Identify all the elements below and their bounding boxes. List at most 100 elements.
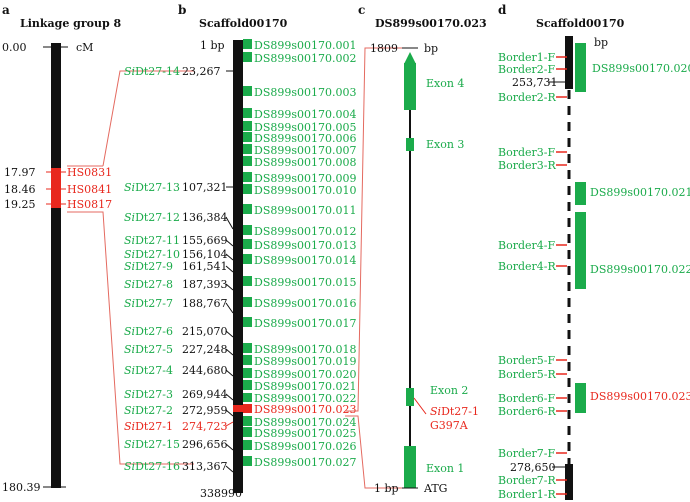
- exon-2-label: Exon 2: [430, 384, 468, 397]
- locus-position-label: 269,944: [182, 388, 228, 401]
- gene-block: [243, 343, 252, 353]
- scaffold-top-segment: [565, 36, 573, 89]
- gene-block: [243, 52, 252, 62]
- panel-c-title: DS899s00170.023: [375, 17, 487, 30]
- locus-position-label: 136,384: [182, 211, 228, 224]
- gene-block: [243, 108, 252, 118]
- mutation-gene-name: Dt27-1: [441, 405, 479, 418]
- border-primer-label: Border3-R: [498, 159, 556, 172]
- top-cm-value: 0.00: [2, 41, 27, 54]
- gene-block: [243, 427, 252, 437]
- bottom-cm-value: 180.39: [2, 481, 41, 494]
- marker-name-3: HS0817: [67, 198, 112, 211]
- exon-1: [404, 446, 416, 488]
- gene-block: [243, 86, 252, 96]
- locus-tick: [225, 265, 234, 273]
- panel-b-letter: b: [178, 3, 186, 17]
- gene-block: [243, 380, 252, 390]
- locus-position-label: 296,656: [182, 438, 228, 451]
- gene-block: [243, 355, 252, 365]
- border-primer-label: Border7-F: [498, 447, 555, 460]
- border-primer-label: Border3-F: [498, 146, 555, 159]
- gene-block: [243, 184, 252, 194]
- marker-pos-2: 18.46: [4, 183, 36, 196]
- locus-tick: [225, 465, 234, 473]
- zoom-connector-bottom: [345, 415, 405, 489]
- exon-3-label: Exon 3: [426, 138, 464, 151]
- target-gene-marker: [233, 405, 243, 412]
- gene-label: DS899s00170.027: [254, 456, 356, 469]
- scaffold-start-label: 1 bp: [200, 39, 225, 52]
- dt27-gene-label: SiDt27-3: [124, 388, 173, 401]
- border-primer-label: Border4-F: [498, 239, 555, 252]
- locus-tick: [225, 369, 234, 377]
- locus-position-label: 272,959: [182, 404, 228, 417]
- dt27-gene-label: SiDt27-2: [124, 404, 173, 417]
- dt27-gene-label: SiDt27-10: [124, 248, 180, 261]
- gene-direction-arrow: [404, 52, 416, 64]
- gene-label: DS899s00170.007: [254, 144, 356, 157]
- marker-pos-1: 17.97: [4, 166, 36, 179]
- zoom-connector-top: [345, 47, 405, 412]
- gene-label: DS899s00170.025: [254, 427, 356, 440]
- dt27-gene-label: SiDt27-14: [124, 65, 180, 78]
- gene-block: [243, 276, 252, 286]
- locus-tick: [225, 302, 234, 314]
- gene-block: [243, 225, 252, 235]
- panel-d-title: Scaffold00170: [536, 17, 625, 30]
- border-primer-label: Border6-R: [498, 405, 556, 418]
- gene-block: [243, 317, 252, 327]
- gene-block: [243, 404, 252, 413]
- gene-label: DS899s00170.012: [254, 225, 356, 238]
- border-primer-label: Border1-F: [498, 51, 555, 64]
- dt27-gene-label: SiDt27-15: [124, 438, 180, 451]
- gene-block: [243, 440, 252, 450]
- border-primer-label: Border5-F: [498, 354, 555, 367]
- gene-block: [243, 172, 252, 182]
- connector-bottom: [67, 211, 194, 465]
- exon-3: [406, 138, 414, 151]
- gene-block: [243, 368, 252, 378]
- gene-block: [243, 297, 252, 307]
- marker-name-1: HS0831: [67, 166, 112, 179]
- gene-label: DS899s00170.011: [254, 204, 356, 217]
- gene-label: DS899s00170.018: [254, 343, 356, 356]
- locus-tick: [225, 393, 234, 401]
- gene-label: DS899s00170.020: [254, 368, 356, 381]
- locus-position-label: 227,248: [182, 343, 228, 356]
- gene-label: DS899s00170.009: [254, 172, 356, 185]
- panel-b-title: Scaffold00170: [199, 17, 288, 30]
- locus-position-label: 215,070: [182, 325, 228, 338]
- gene-block: [243, 416, 252, 426]
- gene-label: DS899s00170.005: [254, 121, 356, 134]
- gene-label: DS899s00170.022: [254, 392, 356, 405]
- gene-box-021: [575, 182, 586, 205]
- locus-tick: [225, 443, 234, 451]
- gene-box-020: [575, 43, 586, 92]
- mutation-gene-label: SiDt27-1: [430, 405, 479, 418]
- gene-block: [243, 156, 252, 166]
- panel-a: a Linkage group 8 0.00 cM 17.97 HS0831 1…: [2, 3, 194, 494]
- gene-block: [243, 121, 252, 131]
- gene-block: [243, 239, 252, 249]
- panel-d-unit: bp: [594, 36, 608, 49]
- gene-box-022: [575, 212, 586, 289]
- panel-b: b Scaffold00170 1 bp 338990 DS899s00170.…: [124, 3, 356, 500]
- locus-position-label: 187,393: [182, 278, 228, 291]
- gene-length-value: 1809: [370, 42, 398, 55]
- gene-label: DS899s00170.014: [254, 254, 356, 267]
- gene-box-023: [575, 383, 586, 413]
- gene-label-021: DS899s00170.021: [590, 186, 690, 199]
- gene-block: [243, 254, 252, 264]
- mutation-pointer: [413, 397, 427, 415]
- gene-label: DS899s00170.019: [254, 355, 356, 368]
- linkage-group-chromosome: [51, 43, 61, 488]
- locus-position-label: 313,367: [182, 460, 228, 473]
- scaffold-end-label: 338990: [200, 487, 242, 500]
- gene-start-label: 1 bp: [374, 482, 399, 495]
- exon-2: [406, 388, 414, 406]
- border-primer-label: Border4-R: [498, 260, 556, 273]
